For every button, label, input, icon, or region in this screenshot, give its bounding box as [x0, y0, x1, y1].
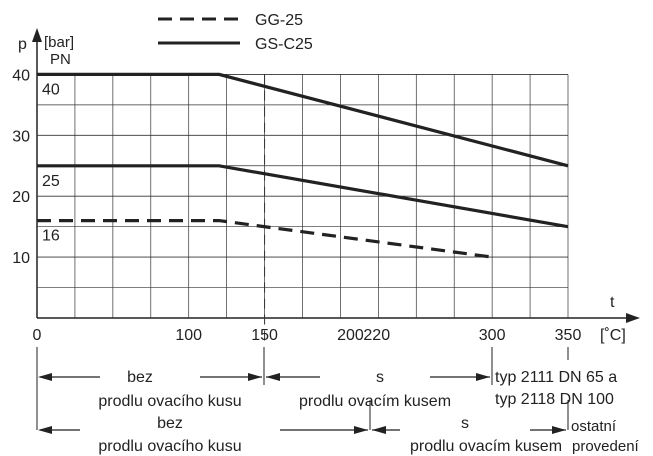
x-tick-label: 200 [337, 327, 364, 344]
pn-label-16: 16 [42, 228, 60, 245]
row2-arrow-mid-head-right [354, 426, 368, 434]
other-variants-label-b: provedení [572, 438, 640, 455]
row2-left-label-a: bez [157, 415, 183, 432]
y-axis-symbol: p [18, 36, 27, 53]
row1-right-label-a: s [376, 369, 384, 386]
row2-left-label-b: prodlu ovacího kusu [98, 438, 241, 455]
row1-right-label-b: prodlu ovacím kusem [299, 393, 451, 410]
row2-right-label-b: prodlu ovacím kusem [410, 438, 562, 455]
type-line-2: typ 2118 DN 100 [495, 391, 614, 408]
y-axis-pn-label: PN [50, 51, 71, 68]
x-tick-label: 220 [363, 327, 390, 344]
x-tick-label: 150 [251, 327, 278, 344]
y-axis-unit: [bar] [44, 34, 74, 51]
x-tick-labels: 0 100 150 200 220 300 350 [33, 327, 582, 344]
x-tick-label: 0 [33, 327, 42, 344]
range-annotations: bez prodlu ovacího kusu s prodlu ovacím … [36, 347, 640, 455]
x-tick-label: 300 [479, 327, 506, 344]
x-tick-label: 350 [555, 327, 582, 344]
y-tick-labels: 10 20 30 40 [12, 67, 30, 267]
x-axis-symbol: t [610, 294, 615, 311]
legend-label-gg25: GG-25 [255, 12, 303, 29]
series-line-pn40 [37, 72, 569, 168]
series-group [37, 72, 569, 259]
row2-arrow-mid-head-left [372, 426, 386, 434]
row1-arrow-right-head [476, 373, 490, 381]
pn-label-25: 25 [42, 173, 60, 190]
y-tick-label: 20 [12, 189, 30, 206]
x-tick-label: 100 [175, 327, 202, 344]
row1-left-label-b: prodlu ovacího kusu [98, 393, 241, 410]
y-tick-label: 40 [12, 67, 30, 84]
row2-arrow-right-head [552, 426, 566, 434]
legend: GG-25 GS-C25 [158, 12, 313, 53]
axes [32, 28, 640, 323]
pn-label-40: 40 [42, 81, 60, 98]
grid [37, 73, 569, 318]
row1-left-label-a: bez [127, 369, 153, 386]
x-axis-unit: [˚C] [600, 327, 626, 344]
row2-right-label-a: s [461, 415, 469, 432]
type-line-1: typ 2111 DN 65 a [495, 369, 617, 386]
x-axis-arrow [626, 313, 640, 323]
row2-arrow-left-head [38, 426, 52, 434]
row1-arrow-left-head [38, 373, 52, 381]
series-line-pn25 [37, 164, 569, 229]
y-tick-label: 10 [12, 250, 30, 267]
row1-arrow-mid-head-left [266, 373, 280, 381]
series-line-pn16 [37, 219, 493, 259]
pn-labels: 40 25 16 [42, 81, 60, 244]
legend-label-gsc25: GS-C25 [255, 36, 313, 53]
y-tick-label: 30 [12, 128, 30, 145]
other-variants-label-a: ostatní [571, 418, 617, 435]
y-axis-arrow [32, 28, 42, 42]
row1-arrow-mid-head-right [248, 373, 262, 381]
